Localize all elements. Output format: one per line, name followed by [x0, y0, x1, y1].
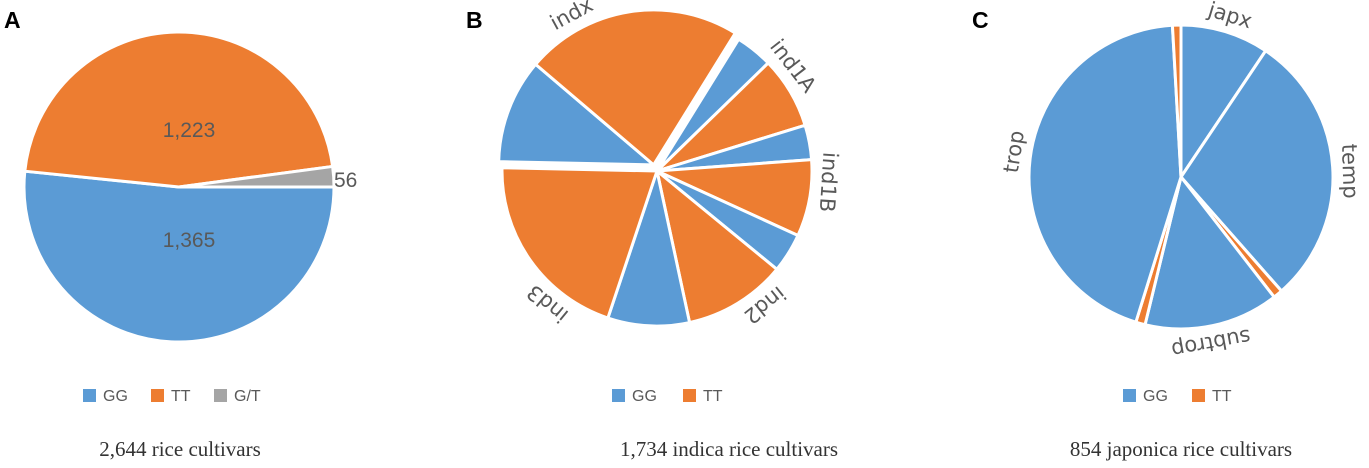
legend-swatch-gg [612, 389, 625, 402]
slice-gg [22, 169, 336, 344]
caption-b: 1,734 indica rice cultivars [620, 437, 838, 461]
legend-label-gg: GG [632, 388, 657, 405]
group-label-trop: trop [999, 129, 1029, 175]
slice-trop-gg [1027, 23, 1183, 324]
legend-swatch-gg [1123, 389, 1136, 402]
slice-subtrop-gg [1143, 175, 1276, 331]
slice-ind2-tt [655, 169, 779, 325]
legend-swatch-tt [1192, 389, 1205, 402]
slice-indx-gg [497, 62, 656, 167]
legend-label-tt: TT [703, 388, 723, 405]
slice-ind3-tt [500, 166, 659, 320]
legend-label-tt: TT [1212, 388, 1232, 405]
panel-a: A 1,223 1,365 56 GG TT G/T 2,644 rice cu… [4, 7, 357, 461]
legend-swatch-tt [683, 389, 696, 402]
pie-b [497, 8, 814, 328]
value-label-gg: 1,365 [163, 229, 216, 252]
caption-a: 2,644 rice cultivars [99, 437, 261, 461]
pie-a [22, 30, 336, 344]
panel-letter-b: B [466, 7, 483, 33]
panel-letter-c: C [972, 7, 989, 33]
legend-label-gg: GG [1143, 388, 1168, 405]
value-label-tt: 1,223 [163, 119, 216, 142]
legend-swatch-gg [83, 389, 96, 402]
legend-c: GG TT [1123, 388, 1232, 405]
legend-label-tt: TT [171, 388, 191, 405]
slice-japx-gg [1179, 23, 1268, 179]
slice-gt [177, 164, 336, 189]
group-label-temp: temp [1337, 143, 1363, 199]
legend-label-gg: GG [103, 388, 128, 405]
pie-c [1027, 23, 1335, 331]
legend-label-gt: G/T [234, 388, 261, 405]
legend-b: GG TT [612, 388, 723, 405]
slice-temp-gg [1179, 49, 1335, 293]
group-label-ind1b: ind1B [815, 151, 843, 213]
panel-letter-a: A [4, 7, 21, 33]
legend-swatch-gt [214, 389, 227, 402]
slice-trop-tt [1170, 23, 1183, 179]
legend-a: GG TT G/T [83, 388, 261, 405]
slice-indx-tt [534, 8, 737, 167]
legend-swatch-tt [151, 389, 164, 402]
caption-c: 854 japonica rice cultivars [1070, 437, 1292, 461]
value-label-gt: 56 [334, 169, 357, 192]
slice-tt [23, 30, 335, 189]
